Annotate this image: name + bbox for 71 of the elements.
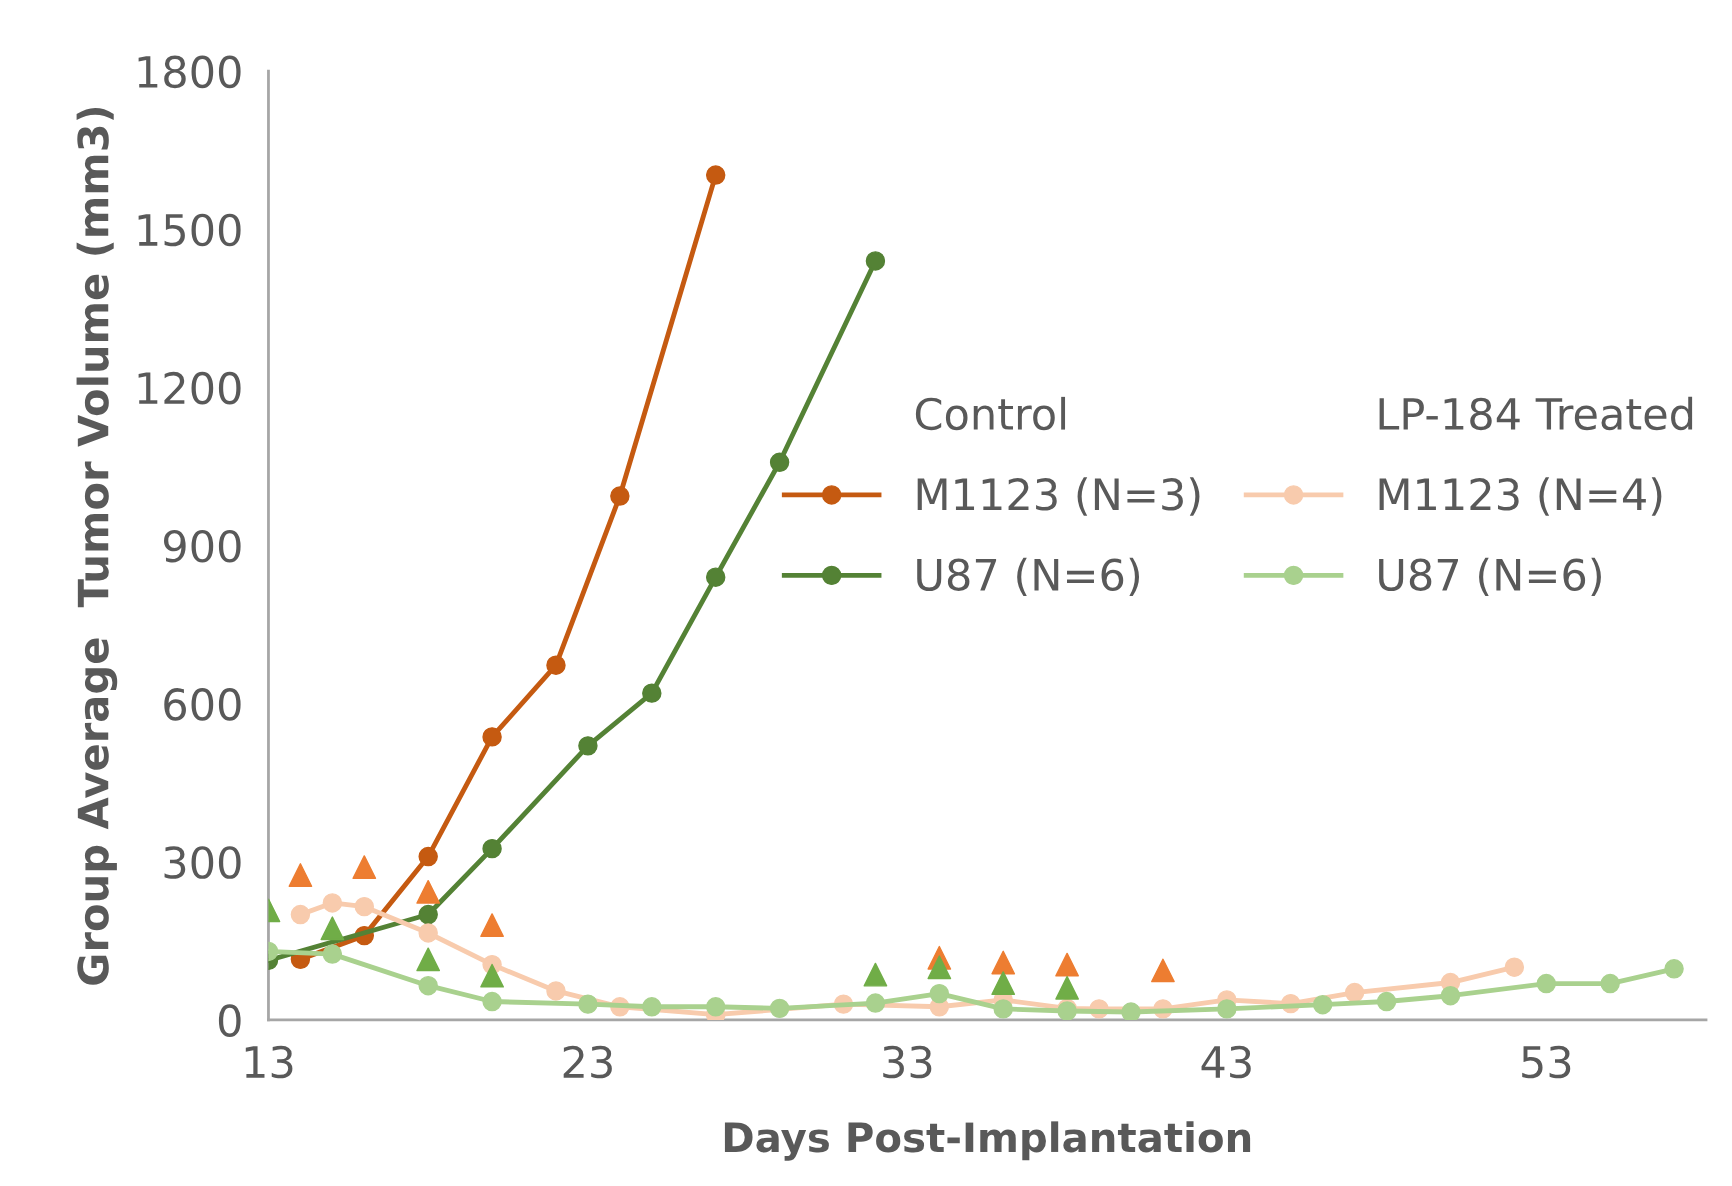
- point: [1055, 952, 1079, 977]
- point: [418, 975, 438, 996]
- point: [320, 916, 345, 941]
- point: [642, 683, 662, 703]
- point: [993, 999, 1013, 1019]
- legend-label: U87 (N=6): [1379, 557, 1601, 597]
- x-tick-label: 23: [563, 1045, 612, 1079]
- point: [418, 904, 438, 925]
- point: [1504, 957, 1525, 977]
- x-tick-label: 13: [245, 1045, 293, 1079]
- point: [705, 997, 726, 1017]
- point: [578, 994, 598, 1014]
- x-tick-label: 33: [883, 1045, 932, 1079]
- point: [1376, 991, 1397, 1012]
- point: [352, 855, 377, 879]
- point: [865, 993, 886, 1013]
- point: [610, 486, 630, 506]
- y-tick-label: 1500: [138, 213, 241, 247]
- point: [482, 991, 502, 1012]
- point: [1344, 982, 1365, 1003]
- point: [1121, 1002, 1141, 1020]
- point: [482, 838, 502, 859]
- point: [705, 165, 726, 185]
- point: [1664, 959, 1684, 979]
- point: [991, 950, 1016, 975]
- point: [769, 452, 790, 472]
- x-tick-label: 53: [1522, 1045, 1571, 1079]
- point: [416, 879, 441, 904]
- point: [1312, 994, 1333, 1015]
- point: [290, 904, 311, 925]
- annotation: Control: [915, 396, 1066, 431]
- point: [418, 923, 438, 943]
- x-tick-label: 43: [1201, 1045, 1251, 1079]
- legend-label: M1123 (N=3): [917, 477, 1200, 516]
- point: [354, 896, 375, 917]
- point: [546, 981, 566, 1001]
- point: [482, 727, 502, 747]
- point: [1536, 973, 1557, 994]
- point: [642, 997, 662, 1017]
- point: [546, 655, 566, 675]
- y-tick-label: 1800: [138, 55, 241, 89]
- legend-label: M1123 (N=4): [1379, 477, 1662, 516]
- y-tick-label: 600: [164, 688, 241, 721]
- point: [1151, 958, 1175, 983]
- point: [865, 251, 886, 271]
- point: [863, 962, 888, 987]
- point: [418, 846, 438, 867]
- point: [991, 971, 1016, 995]
- point: [1600, 973, 1620, 994]
- point: [578, 736, 598, 756]
- point: [927, 955, 952, 980]
- legend-label: U87 (N=6): [917, 557, 1140, 597]
- point: [1055, 975, 1079, 1000]
- point: [929, 983, 950, 1004]
- point: [705, 567, 726, 587]
- point: [769, 998, 790, 1019]
- y-tick-label: 1200: [138, 371, 241, 405]
- x-axis-title: Days Post-Implantation: [724, 1121, 1251, 1161]
- point: [322, 944, 343, 964]
- point: [1440, 985, 1461, 1006]
- y-axis-title: Group Average Tumor Volume (mm3): [76, 107, 118, 985]
- annotation: LP-184 Treated: [1379, 396, 1693, 431]
- y-tick-label: 900: [163, 529, 241, 563]
- y-tick-label: 300: [164, 846, 241, 879]
- point: [480, 963, 504, 988]
- point: [288, 863, 313, 887]
- point: [322, 893, 343, 913]
- point: [1217, 999, 1237, 1019]
- y-tick-label: 0: [218, 1004, 241, 1037]
- point: [416, 947, 441, 972]
- point: [480, 913, 504, 937]
